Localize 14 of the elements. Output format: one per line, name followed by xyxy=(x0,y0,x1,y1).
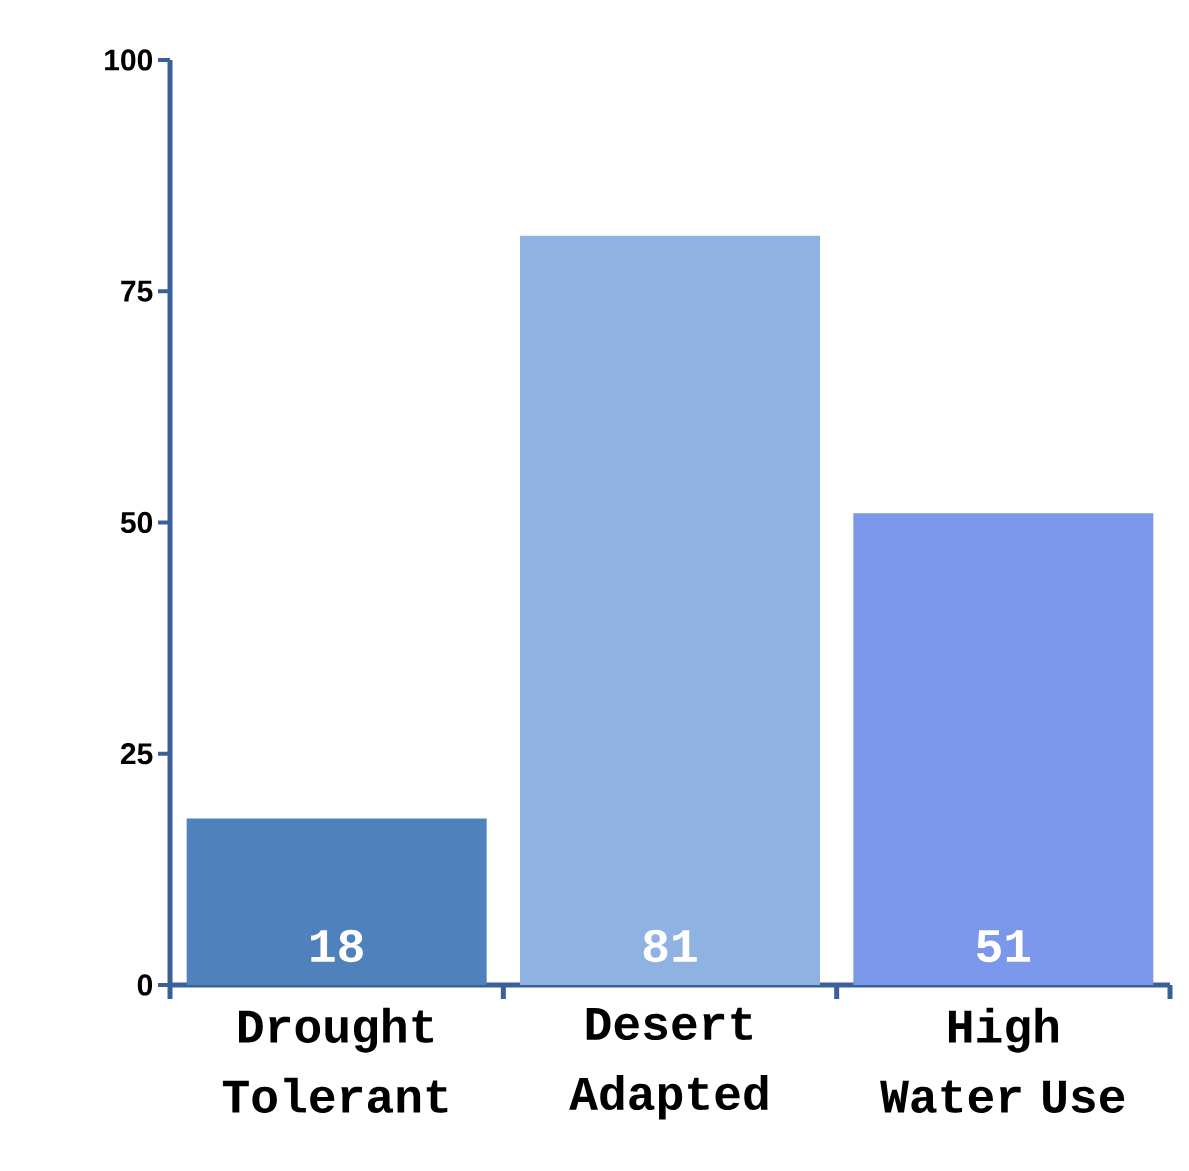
x-tick-label: Drought Tolerant xyxy=(222,1007,448,1113)
bar xyxy=(520,235,821,985)
bar xyxy=(186,818,487,985)
bar xyxy=(853,513,1154,985)
y-tick-label: 0 xyxy=(137,974,153,996)
y-tick-label: 25 xyxy=(120,743,153,765)
y-tick-label: 50 xyxy=(120,511,153,534)
data-label: 51 xyxy=(976,930,1031,963)
x-tick-label: Desert Adapted xyxy=(569,1007,768,1120)
y-tick-label: 100 xyxy=(105,49,153,71)
x-tick-label: High Water Use xyxy=(880,1007,1125,1113)
data-label: 18 xyxy=(311,929,363,963)
data-label: 81 xyxy=(643,929,697,963)
y-tick-label: 75 xyxy=(121,280,153,302)
